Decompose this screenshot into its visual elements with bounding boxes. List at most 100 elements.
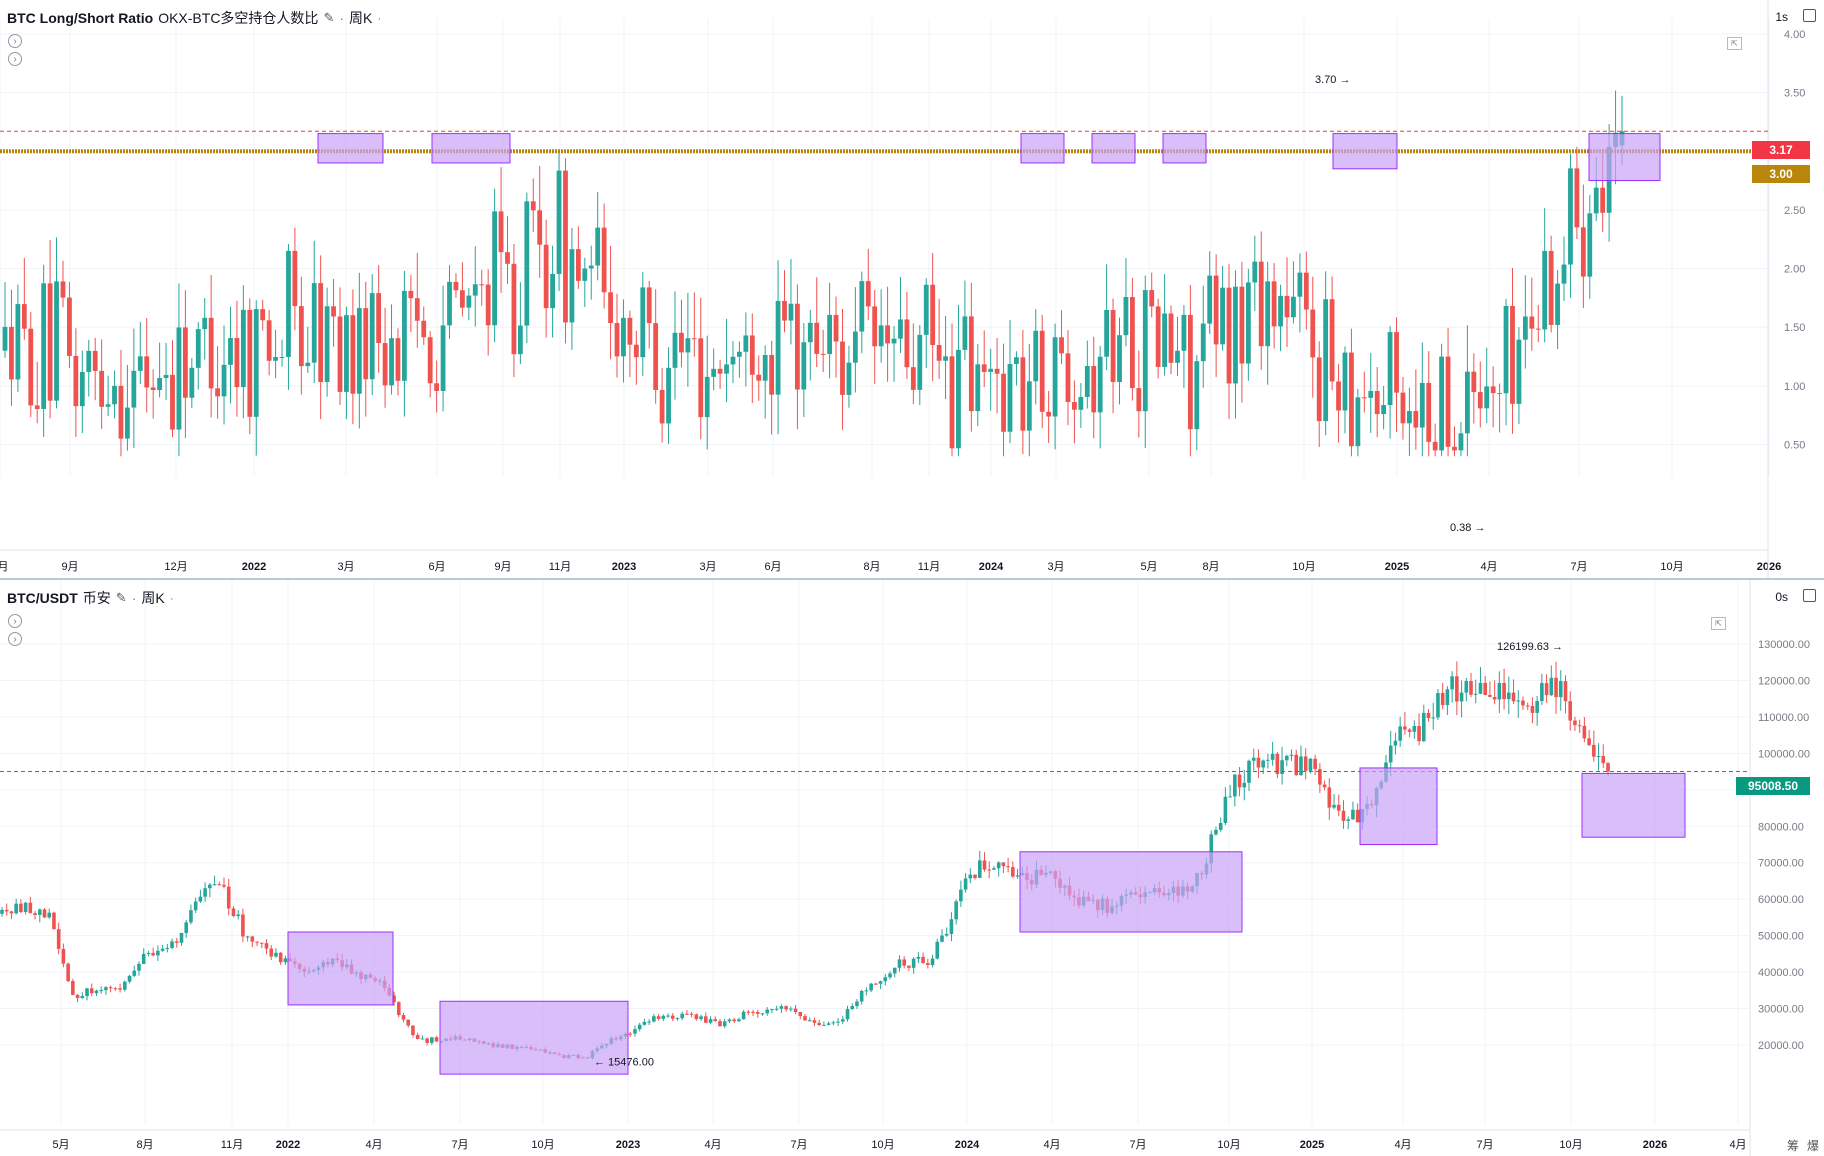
- price-interval[interactable]: 周K: [141, 590, 165, 606]
- ratio-candle-body: [595, 227, 601, 266]
- price-candle-body: [264, 943, 269, 949]
- price-x-tick: 2024: [955, 1139, 980, 1151]
- price-candle-body: [415, 1034, 420, 1040]
- price-candle-body: [1393, 740, 1398, 746]
- ratio-candle-body: [311, 283, 317, 363]
- ratio-candle-body: [878, 325, 884, 347]
- ratio-candle-body: [1574, 168, 1580, 228]
- price-candle-body: [226, 886, 231, 909]
- price-x-tick: 7月: [1129, 1139, 1146, 1151]
- ratio-candle-body: [1175, 350, 1180, 363]
- price-candle-body: [231, 908, 236, 917]
- price-candle-body: [1530, 705, 1535, 713]
- edit-icon[interactable]: ✎: [323, 10, 335, 25]
- ratio-candle-body: [788, 303, 794, 321]
- ratio-max-annotation: 3.70 →: [1315, 74, 1350, 86]
- ratio-candle-body: [1432, 441, 1438, 451]
- ratio-candle-body: [1226, 287, 1232, 384]
- ratio-highlight-box: [1588, 133, 1661, 182]
- ratio-candle-body: [395, 338, 401, 381]
- ratio-candle-body: [640, 287, 646, 358]
- maximize-pane-icon[interactable]: [1803, 589, 1816, 602]
- ratio-chart-pane[interactable]: 4.00 3.50 3.00 2.50 2.00 1.50 1.00 0.50 9月 12月 202…: [0, 0, 1824, 580]
- edit-icon[interactable]: ✎: [115, 590, 127, 605]
- price-candle-body: [1525, 705, 1530, 707]
- ratio-candle-body: [286, 250, 291, 357]
- price-candle-body: [963, 878, 968, 890]
- price-candle-body: [869, 983, 873, 991]
- price-candle-body: [4, 909, 9, 912]
- price-candle-body: [236, 914, 240, 917]
- ratio-interval[interactable]: 周K: [349, 10, 373, 26]
- price-chart-pane[interactable]: 130000.00120000.00110000.00100000.009000…: [0, 580, 1824, 1156]
- price-candle-body: [75, 994, 80, 998]
- ratio-candle-body: [1213, 275, 1219, 345]
- price-candle-body: [1251, 757, 1256, 761]
- ratio-candle-body: [1542, 250, 1548, 330]
- price-candle-body: [1223, 796, 1228, 824]
- ratio-candle-body: [730, 356, 736, 365]
- price-candle-body: [982, 860, 987, 870]
- ratio-candle-body: [1323, 299, 1329, 422]
- maximize-pane-icon[interactable]: [1803, 9, 1816, 22]
- price-candle-body: [992, 868, 996, 870]
- ratio-candle-body: [601, 227, 607, 293]
- ratio-candle-body: [1149, 290, 1155, 307]
- expand-icon[interactable]: ›: [8, 52, 22, 66]
- price-candle-body: [741, 1011, 746, 1020]
- ratio-candle-body: [1162, 313, 1168, 367]
- expand-icon[interactable]: ›: [8, 632, 22, 646]
- price-candle-body: [930, 958, 935, 966]
- ratio-x-tick: 9月: [61, 561, 78, 573]
- chevron-down-icon[interactable]: ·: [169, 591, 174, 605]
- price-symbol[interactable]: BTC/USDT: [7, 590, 78, 606]
- ratio-candle-body: [144, 356, 150, 388]
- price-candle-body: [812, 1020, 817, 1023]
- price-x-tick: 5月: [52, 1139, 69, 1151]
- reset-scale-icon[interactable]: ⇱: [1727, 37, 1742, 50]
- ratio-candle-body: [917, 334, 923, 390]
- ratio-y-tick: 1.50: [1784, 322, 1805, 334]
- price-candle-body: [642, 1021, 647, 1025]
- ratio-candle-body: [833, 314, 839, 342]
- collapse-icon[interactable]: ›: [8, 614, 22, 628]
- price-candle-body: [212, 884, 217, 886]
- liquidation-label[interactable]: 爆: [1807, 1139, 1820, 1153]
- ratio-candle-body: [769, 354, 775, 395]
- ratio-highlight-box: [431, 133, 511, 164]
- price-candle-body: [1270, 753, 1275, 760]
- ratio-candle-body: [1458, 433, 1464, 451]
- price-candle-body: [1473, 693, 1478, 695]
- ratio-candle-body: [633, 344, 639, 358]
- ratio-candle-body: [1123, 297, 1129, 336]
- price-candle-body: [1412, 725, 1417, 732]
- ratio-candle-body: [1303, 272, 1309, 310]
- ratio-candle-body: [195, 329, 201, 368]
- price-candle-body: [208, 884, 212, 889]
- ratio-highlight-box: [1162, 133, 1207, 164]
- ratio-candle-body: [163, 374, 169, 379]
- chevron-down-icon[interactable]: ·: [377, 11, 382, 25]
- chip-distribution-label[interactable]: 筹: [1787, 1139, 1800, 1153]
- ratio-candle-body: [382, 343, 388, 386]
- collapse-icon[interactable]: ›: [8, 34, 22, 48]
- ratio-candle-body: [898, 319, 903, 339]
- price-candle-body: [1218, 823, 1223, 830]
- price-candle-body: [940, 935, 944, 942]
- price-candle-body: [685, 1013, 689, 1015]
- price-candle-body: [137, 963, 141, 971]
- ratio-x-tick: 3月: [337, 561, 354, 573]
- ratio-symbol[interactable]: BTC Long/Short Ratio: [7, 10, 154, 26]
- reset-scale-icon[interactable]: ⇱: [1711, 617, 1726, 630]
- ratio-candle-body: [737, 351, 742, 357]
- price-chart-canvas[interactable]: 130000.00120000.00110000.00100000.009000…: [0, 580, 1824, 1156]
- price-candle-body: [1237, 774, 1242, 788]
- ratio-x-tick: 5月: [1140, 561, 1157, 573]
- price-candle-body: [793, 1008, 798, 1013]
- ratio-candle-body: [891, 338, 897, 344]
- ratio-candle-body: [215, 388, 220, 397]
- ratio-candle-body: [1059, 337, 1064, 354]
- ratio-candle-body: [9, 326, 14, 380]
- price-candle-body: [807, 1020, 812, 1022]
- ratio-chart-canvas[interactable]: 4.00 3.50 3.00 2.50 2.00 1.50 1.00 0.50 9月 12月 202…: [0, 0, 1824, 578]
